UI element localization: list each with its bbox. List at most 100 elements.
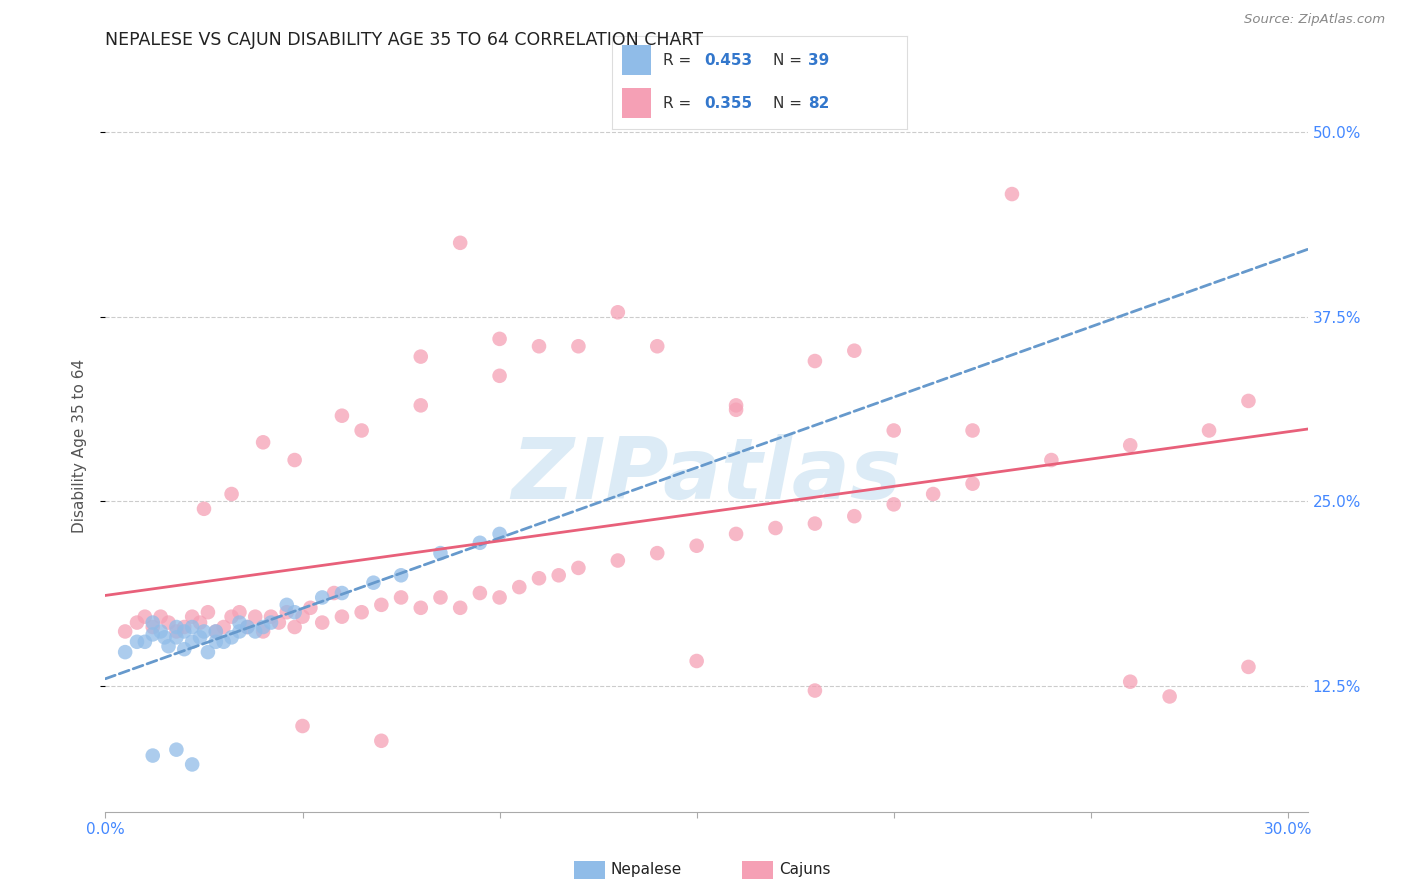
Point bbox=[685, 539, 707, 553]
Point bbox=[181, 634, 204, 648]
Point bbox=[1119, 674, 1142, 689]
Point bbox=[228, 615, 250, 630]
Point bbox=[204, 624, 226, 639]
Point bbox=[567, 339, 589, 353]
Point bbox=[197, 605, 219, 619]
Point bbox=[221, 631, 243, 645]
Point bbox=[153, 631, 176, 645]
Point bbox=[114, 645, 136, 659]
Point bbox=[804, 683, 827, 698]
Point bbox=[370, 598, 392, 612]
Text: 39: 39 bbox=[808, 53, 830, 68]
Point bbox=[188, 631, 211, 645]
Text: 82: 82 bbox=[808, 95, 830, 111]
Point bbox=[197, 645, 219, 659]
Point bbox=[284, 605, 307, 619]
Point bbox=[1119, 438, 1142, 452]
Point bbox=[181, 609, 204, 624]
Point bbox=[284, 453, 307, 467]
Text: 0.453: 0.453 bbox=[704, 53, 752, 68]
Point bbox=[370, 733, 392, 747]
Point bbox=[606, 305, 628, 319]
Point bbox=[962, 424, 984, 438]
Point bbox=[212, 620, 235, 634]
Text: R =: R = bbox=[664, 95, 696, 111]
Point bbox=[685, 654, 707, 668]
Point bbox=[149, 624, 172, 639]
Point bbox=[188, 615, 211, 630]
Point bbox=[330, 609, 353, 624]
Point bbox=[606, 553, 628, 567]
Point bbox=[125, 615, 148, 630]
Point bbox=[157, 615, 180, 630]
Point bbox=[228, 624, 250, 639]
Text: ZIPatlas: ZIPatlas bbox=[512, 434, 901, 516]
Point bbox=[149, 609, 172, 624]
Point bbox=[409, 350, 432, 364]
Point bbox=[193, 624, 215, 639]
Bar bbox=[621, 88, 651, 118]
Point bbox=[245, 609, 267, 624]
Point bbox=[252, 435, 274, 450]
Point bbox=[1001, 187, 1024, 202]
Point bbox=[252, 620, 274, 634]
Point bbox=[488, 527, 510, 541]
Point bbox=[1237, 660, 1260, 674]
Point bbox=[883, 497, 905, 511]
Text: 0.355: 0.355 bbox=[704, 95, 752, 111]
Point bbox=[252, 624, 274, 639]
Point bbox=[468, 586, 491, 600]
Text: R =: R = bbox=[664, 53, 696, 68]
Point bbox=[204, 634, 226, 648]
Point bbox=[142, 615, 165, 630]
Point bbox=[236, 620, 259, 634]
Point bbox=[330, 586, 353, 600]
Point bbox=[245, 624, 267, 639]
Point bbox=[236, 620, 259, 634]
Point bbox=[725, 527, 748, 541]
Point bbox=[725, 402, 748, 417]
Point bbox=[181, 620, 204, 634]
Point bbox=[173, 620, 195, 634]
Point bbox=[527, 571, 550, 585]
Point bbox=[165, 624, 187, 639]
Text: Cajuns: Cajuns bbox=[779, 863, 831, 877]
Point bbox=[409, 600, 432, 615]
Point bbox=[645, 339, 668, 353]
Point bbox=[1159, 690, 1181, 704]
Point bbox=[1237, 393, 1260, 408]
Point bbox=[142, 627, 165, 641]
Point bbox=[350, 424, 373, 438]
Point bbox=[1040, 453, 1063, 467]
Point bbox=[645, 546, 668, 560]
Point bbox=[488, 591, 510, 605]
Point bbox=[260, 609, 283, 624]
Text: NEPALESE VS CAJUN DISABILITY AGE 35 TO 64 CORRELATION CHART: NEPALESE VS CAJUN DISABILITY AGE 35 TO 6… bbox=[105, 31, 703, 49]
Point bbox=[291, 609, 314, 624]
Point bbox=[260, 615, 283, 630]
Point bbox=[134, 634, 156, 648]
Point bbox=[449, 600, 471, 615]
Point bbox=[221, 487, 243, 501]
Text: Nepalese: Nepalese bbox=[610, 863, 682, 877]
Point bbox=[508, 580, 530, 594]
Point bbox=[284, 620, 307, 634]
Point bbox=[276, 605, 298, 619]
Point bbox=[165, 742, 187, 756]
Point bbox=[922, 487, 945, 501]
Point bbox=[429, 546, 451, 560]
Point bbox=[299, 600, 322, 615]
Text: Source: ZipAtlas.com: Source: ZipAtlas.com bbox=[1244, 13, 1385, 27]
Point bbox=[323, 586, 346, 600]
Point bbox=[267, 615, 290, 630]
Point bbox=[1198, 424, 1220, 438]
Point bbox=[276, 598, 298, 612]
Y-axis label: Disability Age 35 to 64: Disability Age 35 to 64 bbox=[72, 359, 87, 533]
Point bbox=[389, 568, 412, 582]
Point bbox=[389, 591, 412, 605]
Bar bbox=[621, 45, 651, 75]
Point bbox=[125, 634, 148, 648]
Point bbox=[204, 624, 226, 639]
Point bbox=[165, 631, 187, 645]
Point bbox=[142, 620, 165, 634]
